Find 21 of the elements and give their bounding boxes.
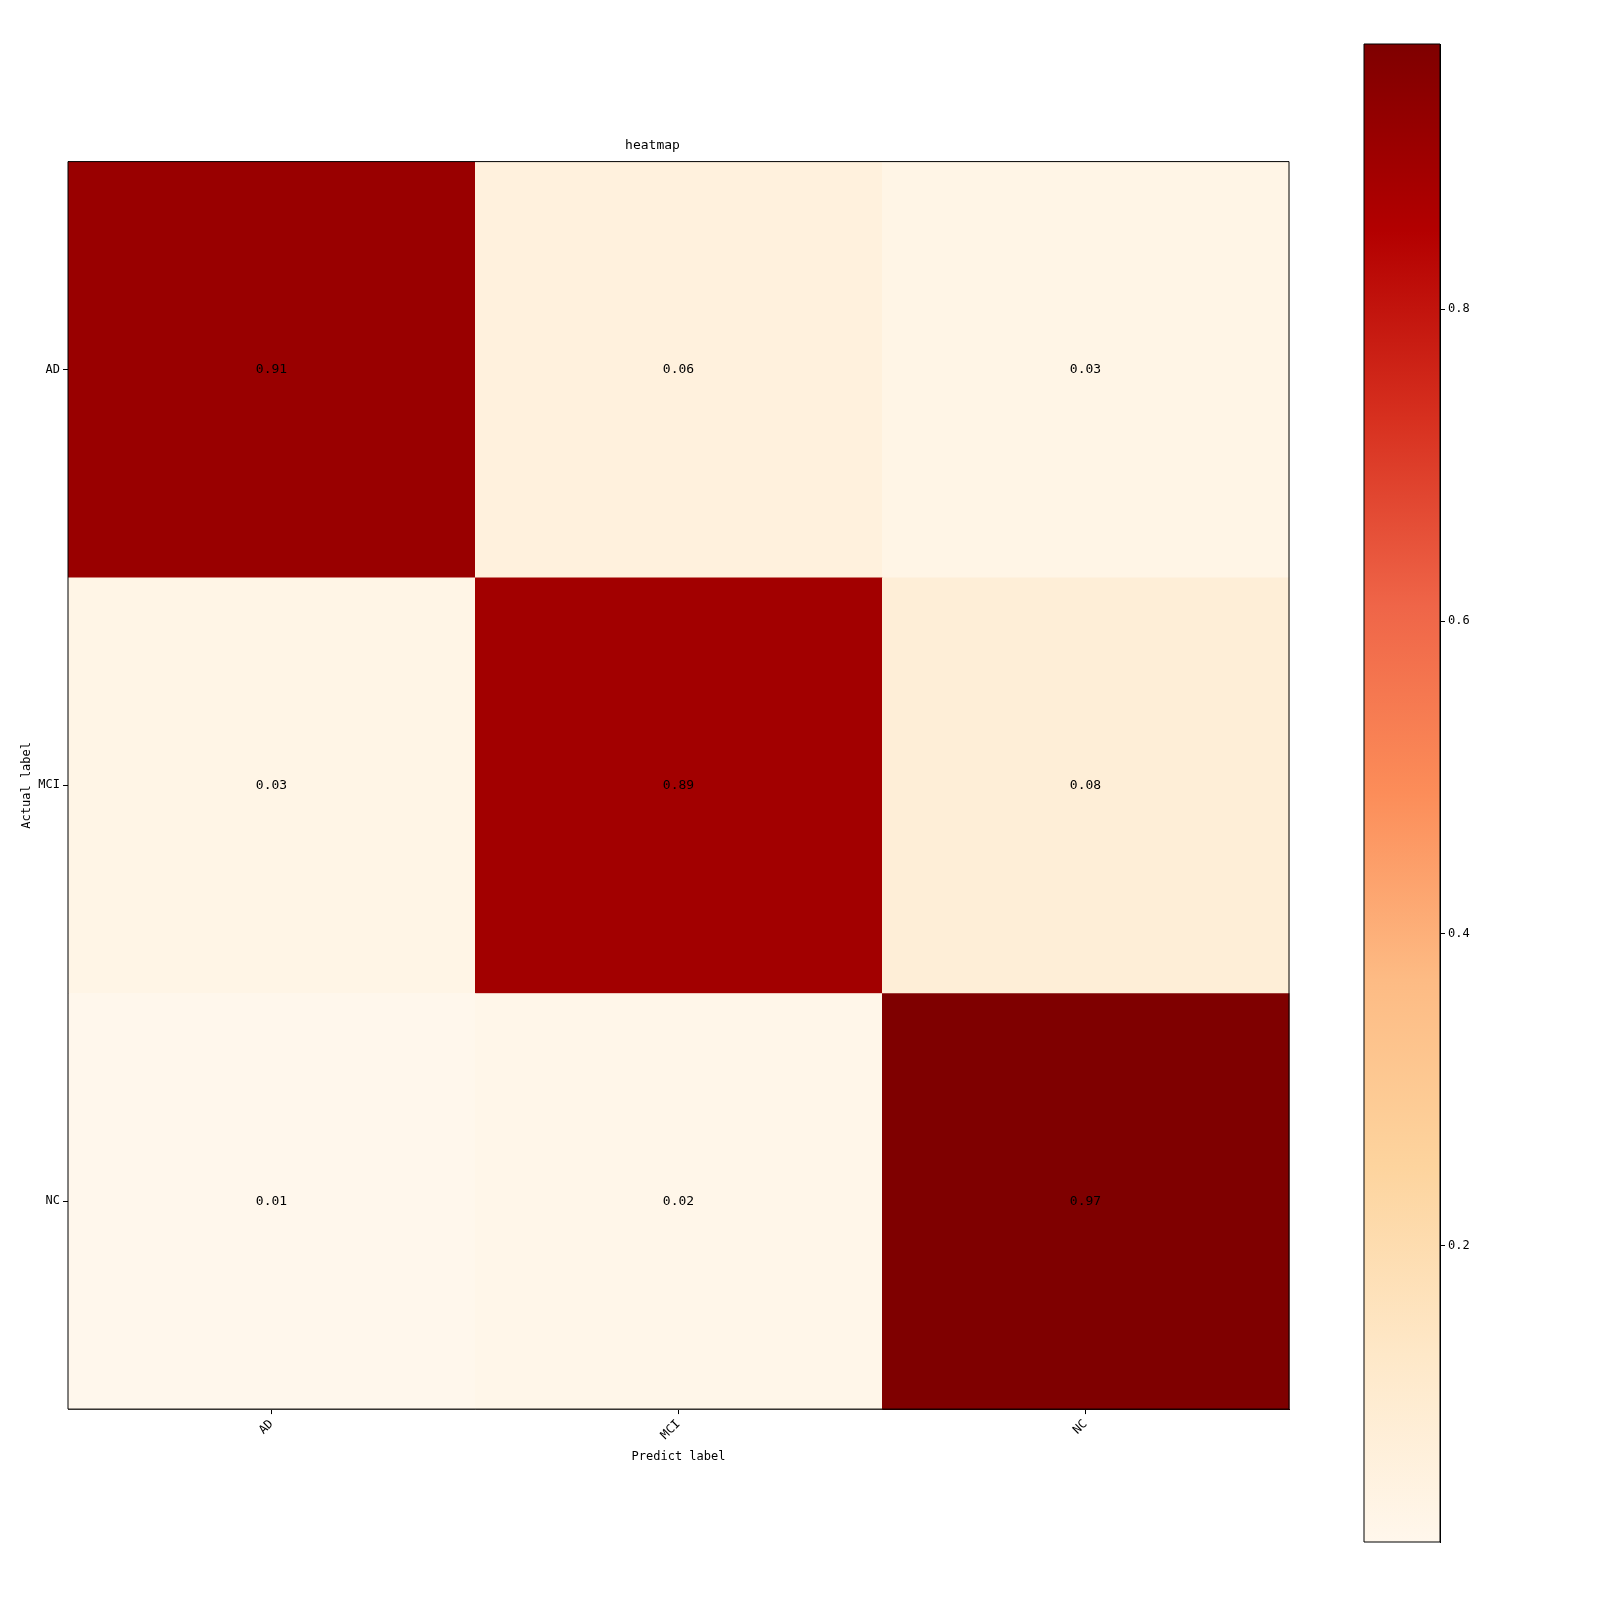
y-tick-label: AD (45, 361, 60, 376)
data-label: 0.08 (1069, 776, 1102, 792)
x-axis-title: Predict label (631, 1448, 726, 1463)
x-tick-label: NC (1069, 1416, 1090, 1437)
color-bar-label: 0.8 (1448, 301, 1470, 316)
data-label: 0.03 (255, 776, 288, 792)
y-tick-label: MCI (38, 777, 60, 792)
data-label: 0.91 (255, 360, 288, 376)
data-label: 0.89 (662, 776, 695, 792)
data-label: 0.03 (1069, 360, 1102, 376)
data-label: 0.01 (255, 1192, 288, 1208)
color-bar-label: 0.6 (1448, 613, 1470, 628)
data-label: 0.97 (1069, 1192, 1102, 1208)
x-tick-label: AD (255, 1416, 276, 1437)
y-axis-title: Actual label (19, 741, 34, 829)
data-label: 0.06 (662, 360, 695, 376)
data-label: 0.02 (662, 1192, 695, 1208)
color-bar-label: 0.2 (1448, 1237, 1470, 1252)
y-tick-label: NC (45, 1193, 60, 1208)
color-bar-label: 0.4 (1448, 925, 1470, 940)
chart-title: heatmap (625, 137, 681, 153)
